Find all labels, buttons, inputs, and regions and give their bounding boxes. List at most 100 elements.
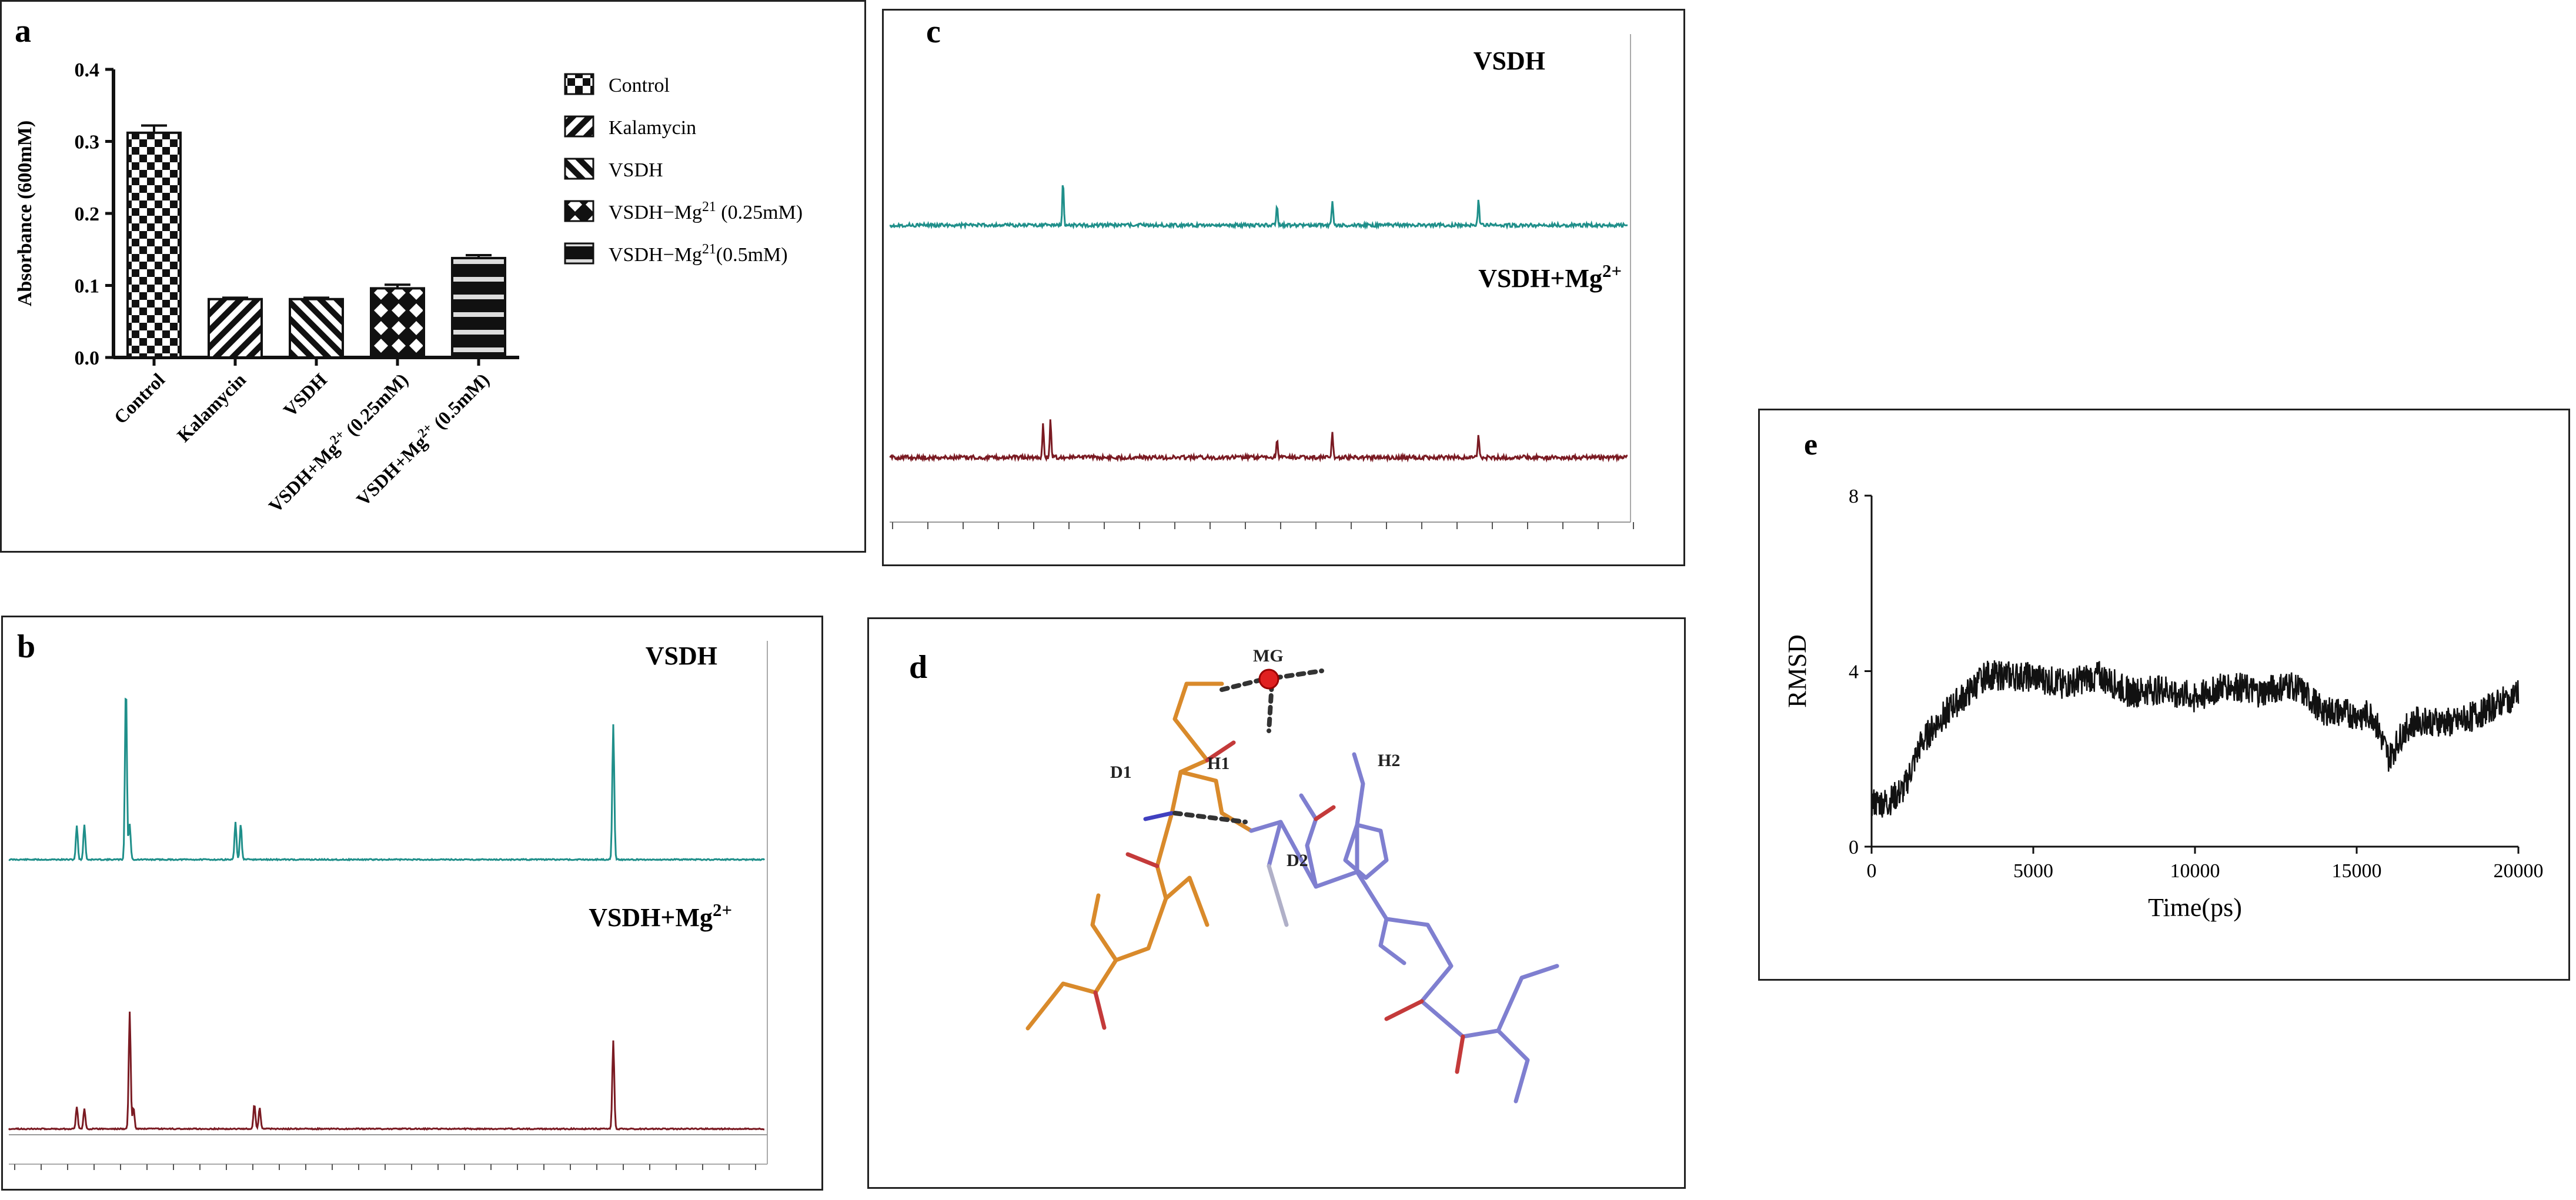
blue-residue-chain: [1249, 820, 1559, 1039]
panel-letter-d: d: [909, 649, 927, 686]
legend-label-tail: (0.25mM): [716, 202, 803, 223]
rmsd-chart-e: e 0 4 8 0 5000 10000 15000 20000 RMSD Time(ps): [1783, 428, 2544, 922]
legend-label-tail: (0.5mM): [716, 244, 788, 266]
series-label-vsdh-mg-sup: 2+: [713, 900, 732, 920]
nmr-spectrum-b: b VSDH VSDH+Mg2+: [8, 629, 768, 1170]
legend-swatch: [564, 73, 594, 95]
spectrum-vsdh-mg: [889, 419, 1628, 463]
x-tick-label-main: VSDH: [279, 369, 331, 420]
series-label-vsdh-mg: VSDH+Mg2+: [1478, 261, 1622, 293]
series-label-vsdh: VSDH: [1474, 46, 1545, 75]
panel-letter-e: e: [1804, 428, 1817, 462]
panel-e: e 0 4 8 0 5000 10000 15000 20000 RMSD Time(ps): [1758, 409, 2570, 981]
x-tick-label: 5000: [2013, 860, 2053, 882]
panel-a: a 0.0 0.1 0.2 0.3 0.4 Absorbance (600mM) Contr…: [0, 0, 866, 553]
molecule-drawing: [1025, 668, 1559, 1104]
coordination-bond-2: [1272, 668, 1324, 680]
blue-side-1: [1299, 793, 1318, 889]
series-label-vsdh: VSDH: [646, 641, 717, 670]
x-tick-label: Kalamycin: [173, 369, 250, 446]
coordination-bond-3: [1267, 681, 1274, 733]
legend-label-main: VSDH: [609, 159, 663, 181]
bar: [451, 256, 506, 359]
series-label-vsdh-mg-main: VSDH+Mg: [589, 903, 713, 932]
y-tick-label: 0.0: [75, 347, 100, 369]
x-axis-title: Time(ps): [2148, 893, 2242, 922]
orange-carbonyl-2: [1205, 740, 1236, 763]
spectrum-vsdh-mg: [8, 1011, 765, 1131]
orange-amide: [1143, 811, 1174, 821]
blue-link-2: [1267, 864, 1289, 927]
y-axis-title: Absorbance (600mM): [14, 121, 36, 306]
y-axis-title: RMSD: [1783, 634, 1812, 708]
y-tick-label: 4: [1849, 661, 1859, 683]
label-d2: D2: [1287, 851, 1308, 870]
legend-label-sup: 21: [702, 242, 716, 257]
legend-swatch: [564, 115, 594, 138]
legend-label-main: Kalamycin: [609, 117, 696, 139]
x-tick-label: 10000: [2170, 860, 2220, 882]
nmr-spectrum-c: c VSDH VSDH+Mg2+: [889, 14, 1634, 529]
x-tick-label-main: VSDH+Mg: [265, 438, 343, 517]
legend-swatch: [564, 158, 594, 180]
spectrum-vsdh: [889, 185, 1628, 230]
bar: [289, 298, 344, 359]
series-label-vsdh-mg-main: VSDH+Mg: [1478, 264, 1602, 293]
legend-label-main: Control: [609, 75, 670, 96]
bar: [208, 298, 263, 359]
blue-side-2: [1352, 752, 1365, 874]
label-h1: H1: [1207, 754, 1229, 773]
panel-letter-b: b: [17, 629, 35, 665]
x-tick-label-tail: (0.25mM): [338, 369, 412, 443]
blue-link: [1267, 820, 1283, 868]
x-tick-label: VSDH+Mg2+ (0.25mM): [263, 367, 412, 517]
bar: [126, 131, 182, 359]
legend-label: VSDH: [609, 159, 663, 181]
bar: [370, 287, 425, 359]
bar-chart-a: a 0.0 0.1 0.2 0.3 0.4 Absorbance (600mM) Contr…: [14, 13, 803, 517]
x-tick-label-main: Kalamycin: [173, 369, 250, 446]
label-d1: D1: [1110, 763, 1132, 782]
label-mg: MG: [1253, 646, 1284, 666]
magnesium-ion: [1258, 668, 1279, 690]
spectrum-vsdh: [8, 697, 766, 862]
legend-swatch: [564, 242, 594, 265]
legend-label: VSDH−Mg21 (0.25mM): [609, 199, 803, 223]
y-tick-label: 0: [1849, 837, 1859, 858]
legend-label: Kalamycin: [609, 117, 696, 139]
series-label-vsdh-mg: VSDH+Mg2+: [589, 900, 732, 932]
blue-side-3: [1496, 1028, 1530, 1104]
blue-carbonyl-2: [1455, 1034, 1465, 1074]
x-tick-label: Control: [109, 369, 169, 428]
y-tick-label: 8: [1849, 486, 1859, 507]
legend-label-main: VSDH−Mg: [609, 202, 702, 223]
panel-b: b VSDH VSDH+Mg2+: [1, 616, 823, 1191]
panel-d: d: [867, 617, 1686, 1189]
x-tick-label-tail: (0.5mM): [426, 369, 493, 436]
orange-carbonyl: [1125, 852, 1160, 868]
legend-swatch: [564, 200, 594, 222]
rmsd-line: [1870, 660, 2520, 818]
blue-carbonyl-3: [1314, 805, 1336, 821]
x-tick-label-main: VSDH+Mg: [352, 432, 431, 510]
panel-letter-a: a: [15, 13, 31, 49]
x-tick-label: 15000: [2332, 860, 2382, 882]
x-tick-label: 0: [1867, 860, 1877, 882]
y-tick-label: 0.2: [75, 203, 100, 225]
panel-letter-c: c: [926, 14, 941, 50]
orange-side-1: [1164, 875, 1210, 927]
coordination-bond-4: [1172, 811, 1248, 824]
y-tick-label: 0.4: [75, 59, 100, 81]
y-tick-label: 0.3: [75, 132, 100, 153]
x-tick-label: 20000: [2494, 860, 2544, 882]
series-label-vsdh-main: VSDH: [646, 641, 717, 670]
orange-side-2: [1090, 893, 1118, 962]
orange-residue-chain: [1025, 681, 1224, 1031]
molecule-labels: MG H1 H2 D1 D2: [1110, 646, 1400, 870]
y-tick-label: 0.1: [75, 276, 100, 298]
legend-label: VSDH−Mg21(0.5mM): [609, 242, 788, 266]
label-h2: H2: [1378, 751, 1400, 770]
legend-label-main: VSDH−Mg: [609, 244, 702, 266]
legend-label-sup: 21: [702, 199, 716, 215]
molecular-structure-d: d: [909, 646, 1559, 1104]
